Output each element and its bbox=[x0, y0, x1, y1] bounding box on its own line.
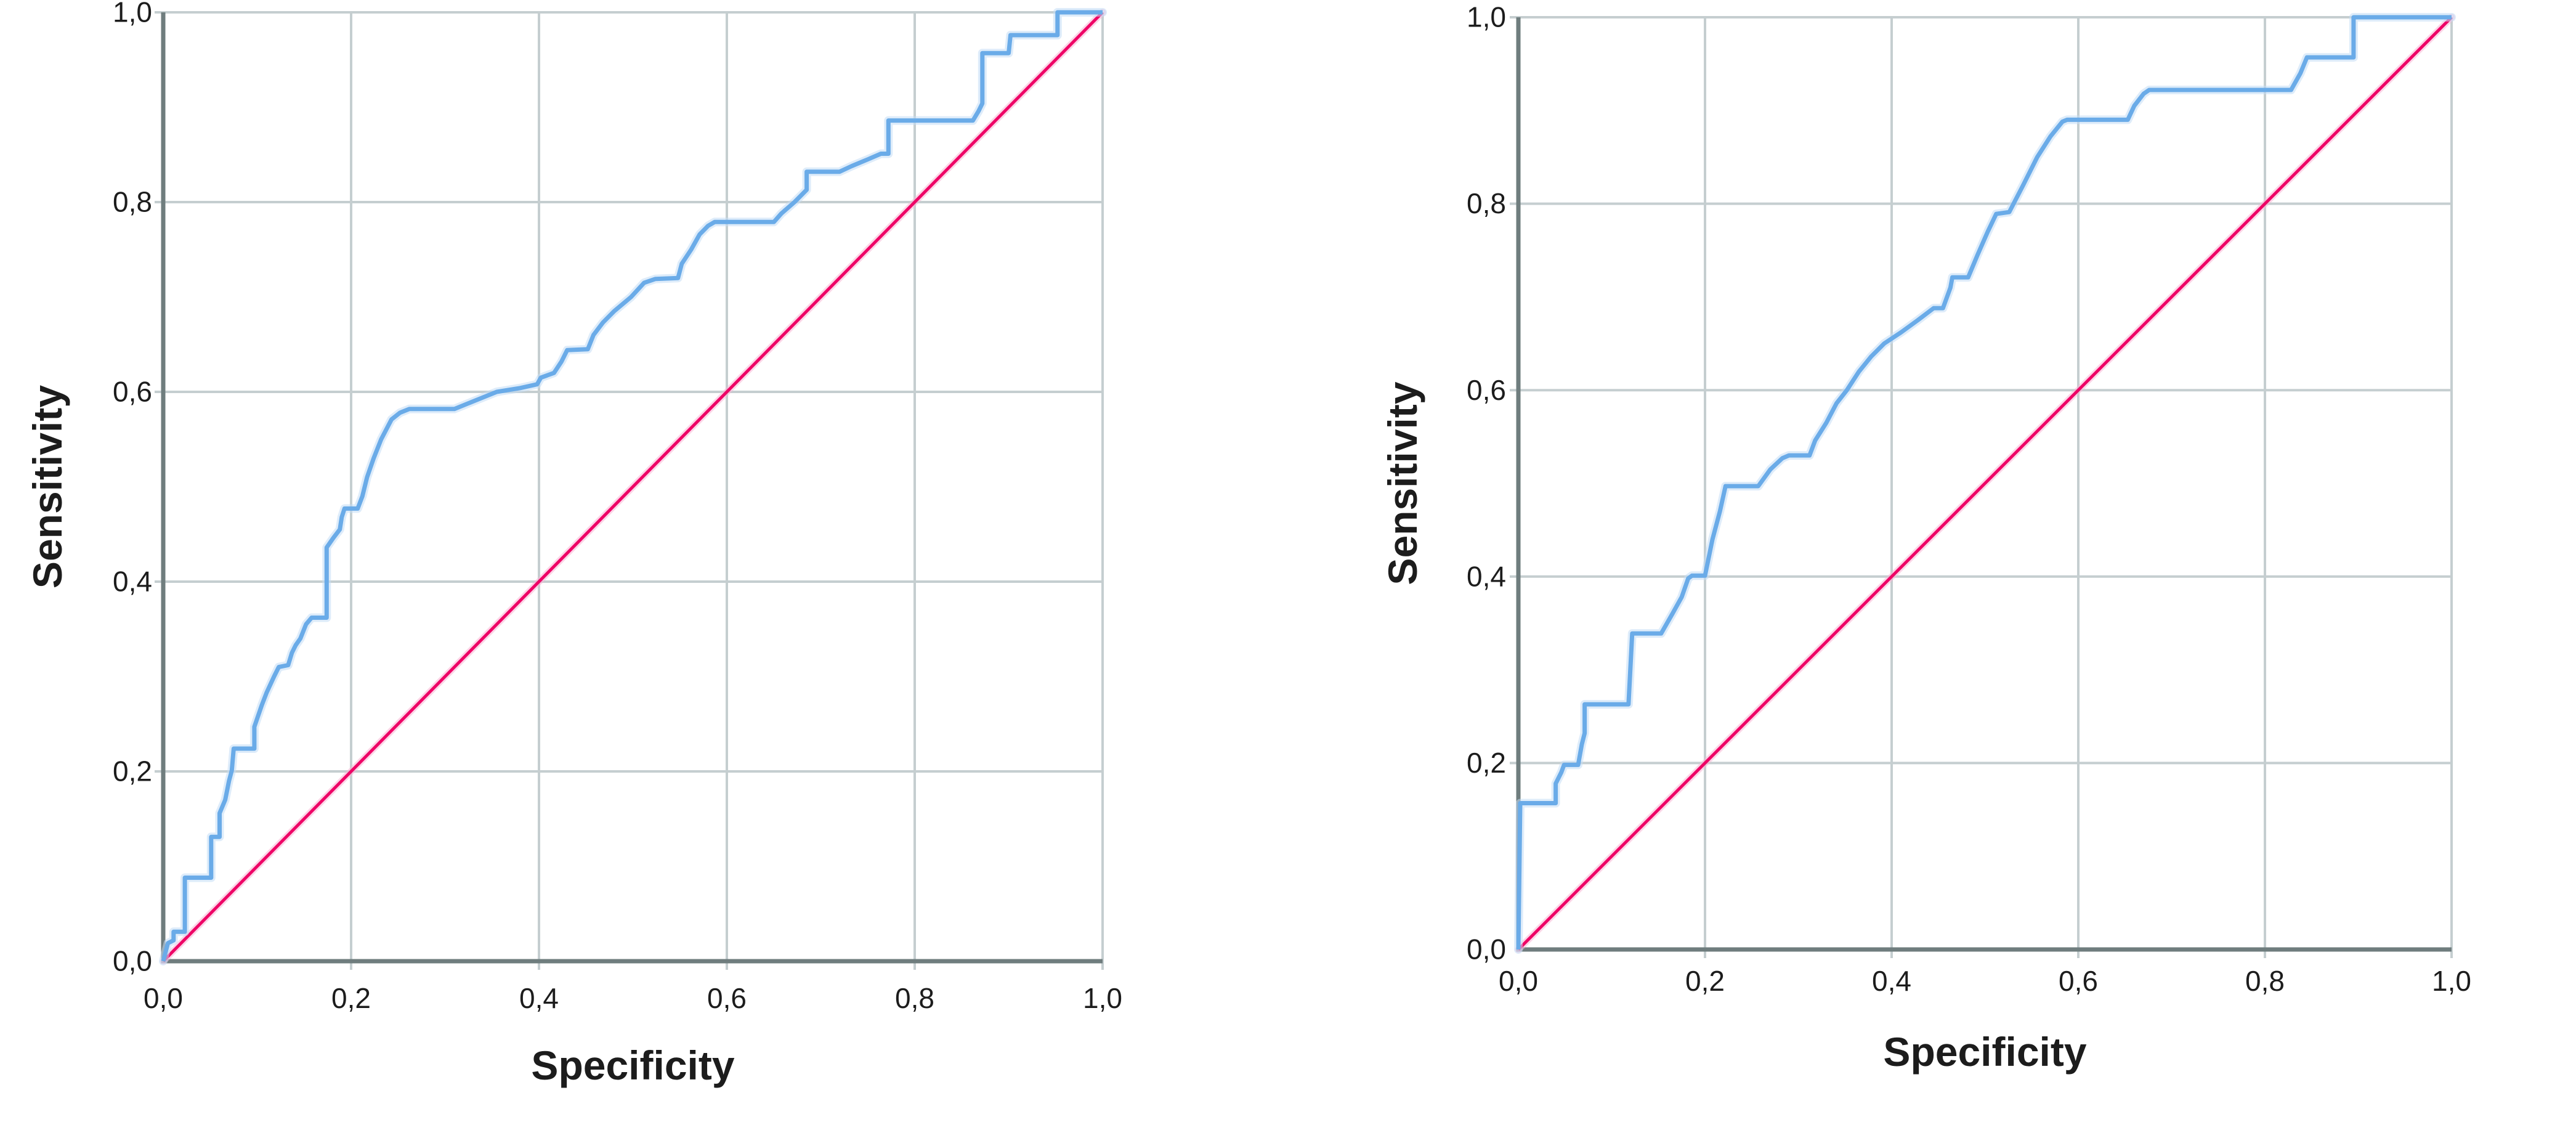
x-tick-label: 0,2 bbox=[1685, 965, 1725, 997]
x-tick-label: 0,8 bbox=[895, 982, 934, 1014]
x-tick-label: 0,2 bbox=[331, 982, 371, 1014]
grid-lines bbox=[155, 11, 1104, 970]
x-tick-label: 0,0 bbox=[1499, 965, 1538, 997]
x-tick-label: 1,0 bbox=[1083, 982, 1122, 1014]
x-tick-label: 0,6 bbox=[2059, 965, 2098, 997]
y-tick-label: 0,4 bbox=[1467, 560, 1506, 592]
x-tick-label: 0,4 bbox=[1872, 965, 1911, 997]
roc-chart-right: 0,0 0,2 0,4 0,6 0,8 1,0 0,0 0,2 0,4 0,6 0,8 1,0 Sens… bbox=[1380, 1, 2471, 1075]
grid-lines bbox=[1510, 16, 2453, 958]
roc-chart-left: 0,0 0,2 0,4 0,6 0,8 1,0 0,0 0,2 0,4 0,6 0,8 1,0 Sens… bbox=[25, 0, 1122, 1088]
x-axis-title: Specificity bbox=[531, 1043, 734, 1088]
y-tick-label: 0,6 bbox=[1467, 374, 1506, 406]
x-tick-label: 0,8 bbox=[2245, 965, 2285, 997]
x-tick-label: 1,0 bbox=[2432, 965, 2471, 997]
roc-curve-line bbox=[1516, 15, 2452, 950]
x-tick-label: 0,0 bbox=[144, 982, 183, 1014]
roc-curve-line bbox=[161, 10, 1103, 962]
reference-diagonal-line bbox=[1517, 16, 2453, 951]
x-axis-title: Specificity bbox=[1883, 1029, 2086, 1075]
y-tick-label: 1,0 bbox=[1467, 1, 1506, 33]
y-tick-label: 0,8 bbox=[113, 186, 152, 218]
reference-diagonal-line bbox=[162, 11, 1104, 962]
x-tick-label: 0,6 bbox=[707, 982, 747, 1014]
y-tick-label: 0,2 bbox=[113, 755, 152, 787]
y-tick-label: 0,0 bbox=[113, 945, 152, 977]
y-axis-title: Sensitivity bbox=[1380, 381, 1425, 585]
y-axis-title: Sensitivity bbox=[25, 385, 70, 588]
y-tick-label: 1,0 bbox=[113, 0, 152, 28]
y-tick-label: 0,2 bbox=[1467, 747, 1506, 779]
y-tick-label: 0,8 bbox=[1467, 187, 1506, 219]
y-tick-label: 0,6 bbox=[113, 376, 152, 408]
y-tick-label: 0,4 bbox=[113, 566, 152, 598]
x-tick-label: 0,4 bbox=[519, 982, 559, 1014]
y-tick-label: 0,0 bbox=[1467, 933, 1506, 965]
